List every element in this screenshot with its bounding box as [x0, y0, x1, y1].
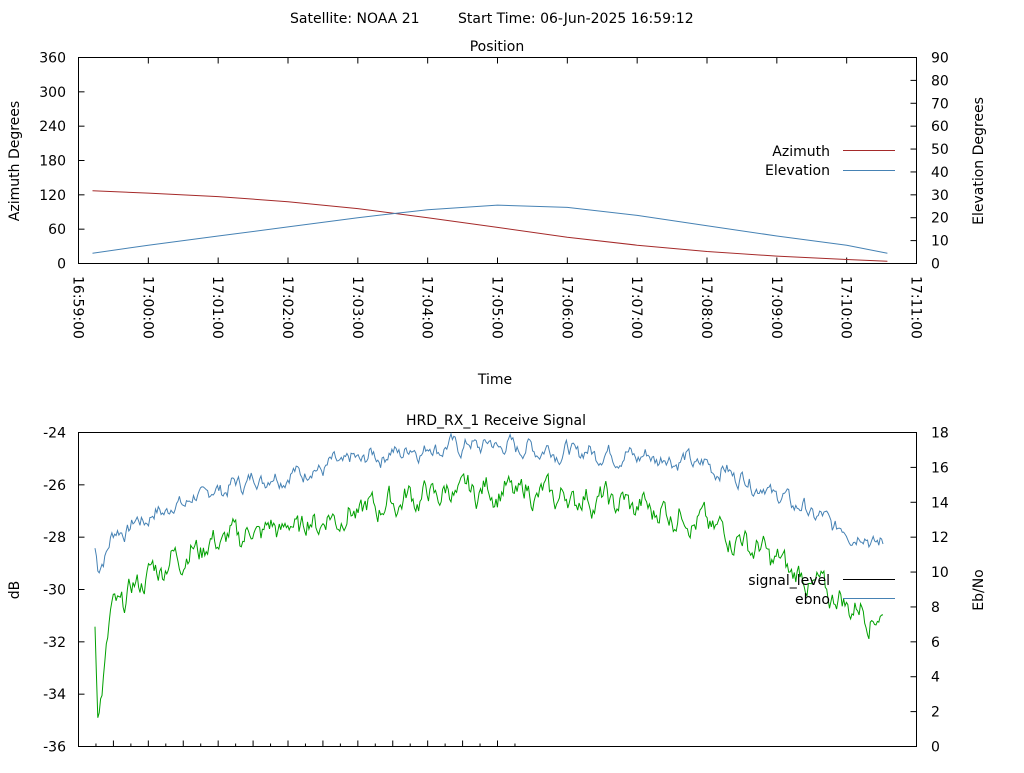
position-title: Position — [470, 39, 525, 55]
signal-ytick-label: -32 — [43, 635, 66, 651]
position-xtick-label: 17:09:00 — [768, 276, 784, 339]
position-y2tick-label: 60 — [931, 119, 949, 135]
signal-ytick-label: -34 — [43, 687, 66, 703]
legend-azimuth-label: Azimuth — [772, 144, 830, 160]
position-xtick-label: 17:04:00 — [419, 276, 435, 339]
position-xtick-label: 17:10:00 — [838, 276, 854, 339]
signal-y2tick-label: 0 — [931, 740, 940, 756]
receive-signal-chart: HRD_RX_1 Receive Signal dB Eb/No -36 -34 -… — [7, 413, 987, 756]
position-ytick-label: 360 — [39, 51, 66, 67]
position-y2tick-label: 30 — [931, 188, 949, 204]
signal-ytick-label: -28 — [43, 530, 66, 546]
position-xtick-label: 17:01:00 — [209, 276, 225, 339]
signal-ytick-label: -26 — [43, 478, 66, 494]
position-xtick-label: 17:02:00 — [279, 276, 295, 339]
position-xtick-label: 17:03:00 — [349, 276, 365, 339]
position-xtick-label: 16:59:00 — [70, 276, 86, 339]
position-xtick-label: 17:07:00 — [628, 276, 644, 339]
signal-ylabel: dB — [7, 581, 23, 600]
position-ytick-label: 300 — [39, 85, 66, 101]
legend-elevation-label: Elevation — [765, 163, 830, 179]
position-xlabel: Time — [477, 372, 512, 388]
position-y2tick-label: 90 — [931, 51, 949, 67]
signal-y2tick-label: 14 — [931, 495, 949, 511]
position-xtick-label: 17:00:00 — [139, 276, 155, 339]
signal-y2tick-label: 12 — [931, 530, 949, 546]
position-xtick-label: 17:05:00 — [489, 276, 505, 339]
header-satellite: Satellite: NOAA 21 — [290, 11, 420, 27]
signal-ytick-label: -30 — [43, 583, 66, 599]
position-ylabel: Azimuth Degrees — [7, 101, 23, 221]
position-y2label: Elevation Degrees — [971, 97, 987, 225]
signal-y2tick-label: 8 — [931, 600, 940, 616]
position-xtick-label: 17:08:00 — [698, 276, 714, 339]
signal-title: HRD_RX_1 Receive Signal — [406, 413, 586, 429]
position-xtick-label: 17:11:00 — [908, 276, 924, 339]
signal-ytick-label: -24 — [43, 426, 66, 442]
signal-series-line-level-trace — [94, 472, 884, 718]
position-plot-frame — [78, 57, 917, 264]
position-y2tick-label: 0 — [931, 257, 940, 273]
series-line-azimuth — [92, 190, 888, 262]
signal-series-line-ebno — [94, 432, 884, 574]
signal-y2tick-label: 4 — [931, 670, 940, 686]
signal-plot-frame — [78, 432, 917, 747]
signal-y2tick-label: 18 — [931, 426, 949, 442]
position-ytick-label: 180 — [39, 154, 66, 170]
signal-ytick-label: -36 — [43, 740, 66, 756]
legend-signal-level-label: signal_level — [748, 573, 830, 589]
position-y2tick-label: 20 — [931, 211, 949, 227]
position-xtick-label: 17:06:00 — [558, 276, 574, 339]
position-chart: Position Azimuth Degrees Elevation Degre… — [7, 39, 987, 388]
signal-y2label: Eb/No — [971, 569, 987, 611]
header-start-time: Start Time: 06-Jun-2025 16:59:12 — [458, 11, 694, 27]
signal-y2tick-label: 10 — [931, 565, 949, 581]
position-ytick-label: 60 — [48, 222, 66, 238]
position-ytick-label: 0 — [57, 257, 66, 273]
signal-y2tick-label: 2 — [931, 705, 940, 721]
legend-ebno-label: ebno — [795, 592, 830, 608]
series-line-elevation — [92, 204, 888, 254]
signal-y2tick-label: 16 — [931, 460, 949, 476]
position-ytick-label: 240 — [39, 119, 66, 135]
position-y2tick-label: 40 — [931, 165, 949, 181]
position-y2tick-label: 10 — [931, 234, 949, 250]
signal-y2tick-label: 6 — [931, 635, 940, 651]
position-y2tick-label: 50 — [931, 142, 949, 158]
position-y2tick-label: 70 — [931, 96, 949, 112]
position-ytick-label: 120 — [39, 188, 66, 204]
position-y2tick-label: 80 — [931, 73, 949, 89]
